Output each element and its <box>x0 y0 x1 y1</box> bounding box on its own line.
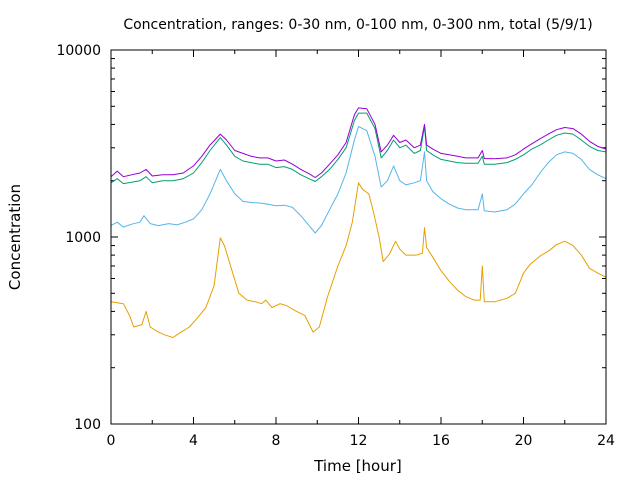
x-axis-label: Time [hour] <box>313 457 402 475</box>
series-line-1 <box>110 182 607 338</box>
series-line-4 <box>110 107 607 178</box>
x-tick-label: 12 <box>350 433 368 449</box>
y-axis-label: Concentration <box>6 184 24 290</box>
x-tick-label: 4 <box>189 433 198 449</box>
x-tick-label: 0 <box>107 433 116 449</box>
x-tick-label: 24 <box>597 433 615 449</box>
x-tick-label: 20 <box>515 433 533 449</box>
x-tick-label: 8 <box>272 433 281 449</box>
series-line-3 <box>110 112 607 185</box>
series-line-2 <box>110 126 607 234</box>
series-layer <box>110 107 607 338</box>
y-tick-label: 100 <box>74 417 101 433</box>
chart-title: Concentration, ranges: 0-30 nm, 0-100 nm… <box>123 17 592 33</box>
plot-frame <box>110 49 607 425</box>
y-tick-label: 10000 <box>56 43 101 59</box>
y-tick-label: 1000 <box>65 230 101 246</box>
x-tick-label: 16 <box>432 433 450 449</box>
